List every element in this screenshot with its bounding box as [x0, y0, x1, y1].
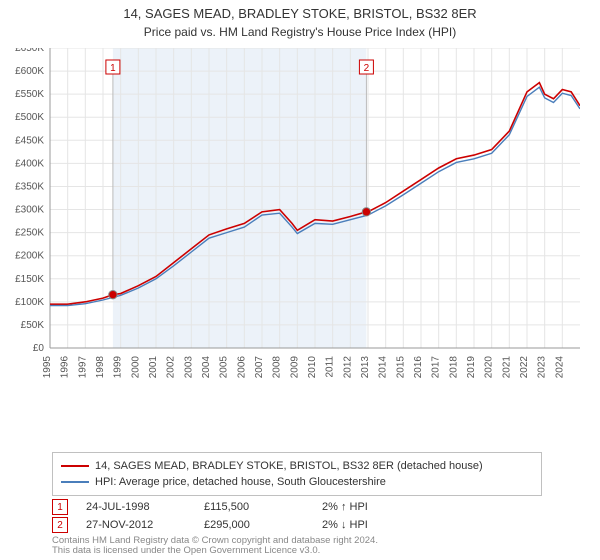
marker-hpi: 2% ↓ HPI	[322, 519, 402, 531]
svg-text:2016: 2016	[413, 356, 424, 379]
chart-subtitle: Price paid vs. HM Land Registry's House …	[0, 23, 600, 39]
marker-date: 24-JUL-1998	[86, 501, 186, 513]
svg-text:£250K: £250K	[15, 228, 44, 239]
chart-title: 14, SAGES MEAD, BRADLEY STOKE, BRISTOL, …	[0, 0, 600, 23]
svg-text:£400K: £400K	[15, 158, 44, 169]
svg-text:1995: 1995	[42, 356, 53, 379]
svg-text:2023: 2023	[537, 356, 548, 379]
svg-text:2009: 2009	[289, 356, 300, 379]
legend-swatch-series2	[61, 481, 89, 483]
legend-label-series1: 14, SAGES MEAD, BRADLEY STOKE, BRISTOL, …	[95, 460, 483, 472]
chart-svg: £0 £50K £100K £150K £200K £250K £300K £350K £400…	[6, 48, 580, 398]
marker-row: 2 27-NOV-2012 £295,000 2% ↓ HPI	[52, 516, 542, 534]
svg-text:2003: 2003	[183, 356, 194, 379]
chart-plot-area: £0£50K£100K£150K£200K£250K£300K£350K£400…	[50, 48, 580, 398]
svg-text:2017: 2017	[431, 356, 442, 379]
svg-text:£650K: £650K	[15, 48, 44, 54]
marker-row: 1 24-JUL-1998 £115,500 2% ↑ HPI	[52, 498, 542, 516]
footer-note: Contains HM Land Registry data © Crown c…	[52, 536, 542, 557]
svg-text:2: 2	[364, 63, 370, 74]
svg-text:£350K: £350K	[15, 181, 44, 192]
marker-price: £295,000	[204, 519, 304, 531]
svg-text:£300K: £300K	[15, 205, 44, 216]
svg-text:2013: 2013	[360, 356, 371, 379]
svg-text:2024: 2024	[554, 356, 565, 379]
svg-text:1997: 1997	[77, 356, 88, 379]
legend-row-series1: 14, SAGES MEAD, BRADLEY STOKE, BRISTOL, …	[61, 458, 533, 474]
svg-text:2008: 2008	[272, 356, 283, 379]
legend-swatch-series1	[61, 465, 89, 467]
svg-text:1999: 1999	[113, 356, 124, 379]
svg-text:1996: 1996	[60, 356, 71, 379]
svg-text:2014: 2014	[378, 356, 389, 379]
svg-text:£500K: £500K	[15, 112, 44, 123]
svg-text:1: 1	[110, 63, 116, 74]
svg-text:£0: £0	[33, 343, 45, 354]
svg-text:£150K: £150K	[15, 274, 44, 285]
svg-text:2005: 2005	[219, 356, 230, 379]
svg-text:2006: 2006	[236, 356, 247, 379]
footer-line2: This data is licensed under the Open Gov…	[52, 545, 320, 556]
legend-box: 14, SAGES MEAD, BRADLEY STOKE, BRISTOL, …	[52, 452, 542, 496]
svg-text:£50K: £50K	[21, 320, 45, 331]
marker-number-box: 1	[52, 499, 68, 515]
svg-text:2018: 2018	[448, 356, 459, 379]
svg-text:2012: 2012	[342, 356, 353, 379]
svg-text:£600K: £600K	[15, 66, 44, 77]
svg-text:£450K: £450K	[15, 135, 44, 146]
svg-text:2000: 2000	[130, 356, 141, 379]
footer-line1: Contains HM Land Registry data © Crown c…	[52, 535, 378, 546]
svg-text:2002: 2002	[166, 356, 177, 379]
marker-hpi: 2% ↑ HPI	[322, 501, 402, 513]
svg-text:2019: 2019	[466, 356, 477, 379]
svg-text:2021: 2021	[501, 356, 512, 379]
svg-text:£550K: £550K	[15, 89, 44, 100]
marker-number-box: 2	[52, 517, 68, 533]
legend-row-series2: HPI: Average price, detached house, Sout…	[61, 474, 533, 490]
svg-text:£100K: £100K	[15, 297, 44, 308]
chart-container: 14, SAGES MEAD, BRADLEY STOKE, BRISTOL, …	[0, 0, 600, 560]
legend-label-series2: HPI: Average price, detached house, Sout…	[95, 476, 386, 488]
svg-text:2020: 2020	[484, 356, 495, 379]
svg-text:2015: 2015	[395, 356, 406, 379]
svg-text:2011: 2011	[325, 356, 336, 378]
svg-text:2010: 2010	[307, 356, 318, 379]
svg-text:2001: 2001	[148, 356, 159, 379]
svg-text:£200K: £200K	[15, 251, 44, 262]
svg-text:2004: 2004	[201, 356, 212, 379]
svg-text:2007: 2007	[254, 356, 265, 379]
svg-text:2022: 2022	[519, 356, 530, 379]
svg-text:1998: 1998	[95, 356, 106, 379]
marker-price: £115,500	[204, 501, 304, 513]
marker-date: 27-NOV-2012	[86, 519, 186, 531]
marker-table: 1 24-JUL-1998 £115,500 2% ↑ HPI 2 27-NOV-2012…	[52, 498, 542, 534]
